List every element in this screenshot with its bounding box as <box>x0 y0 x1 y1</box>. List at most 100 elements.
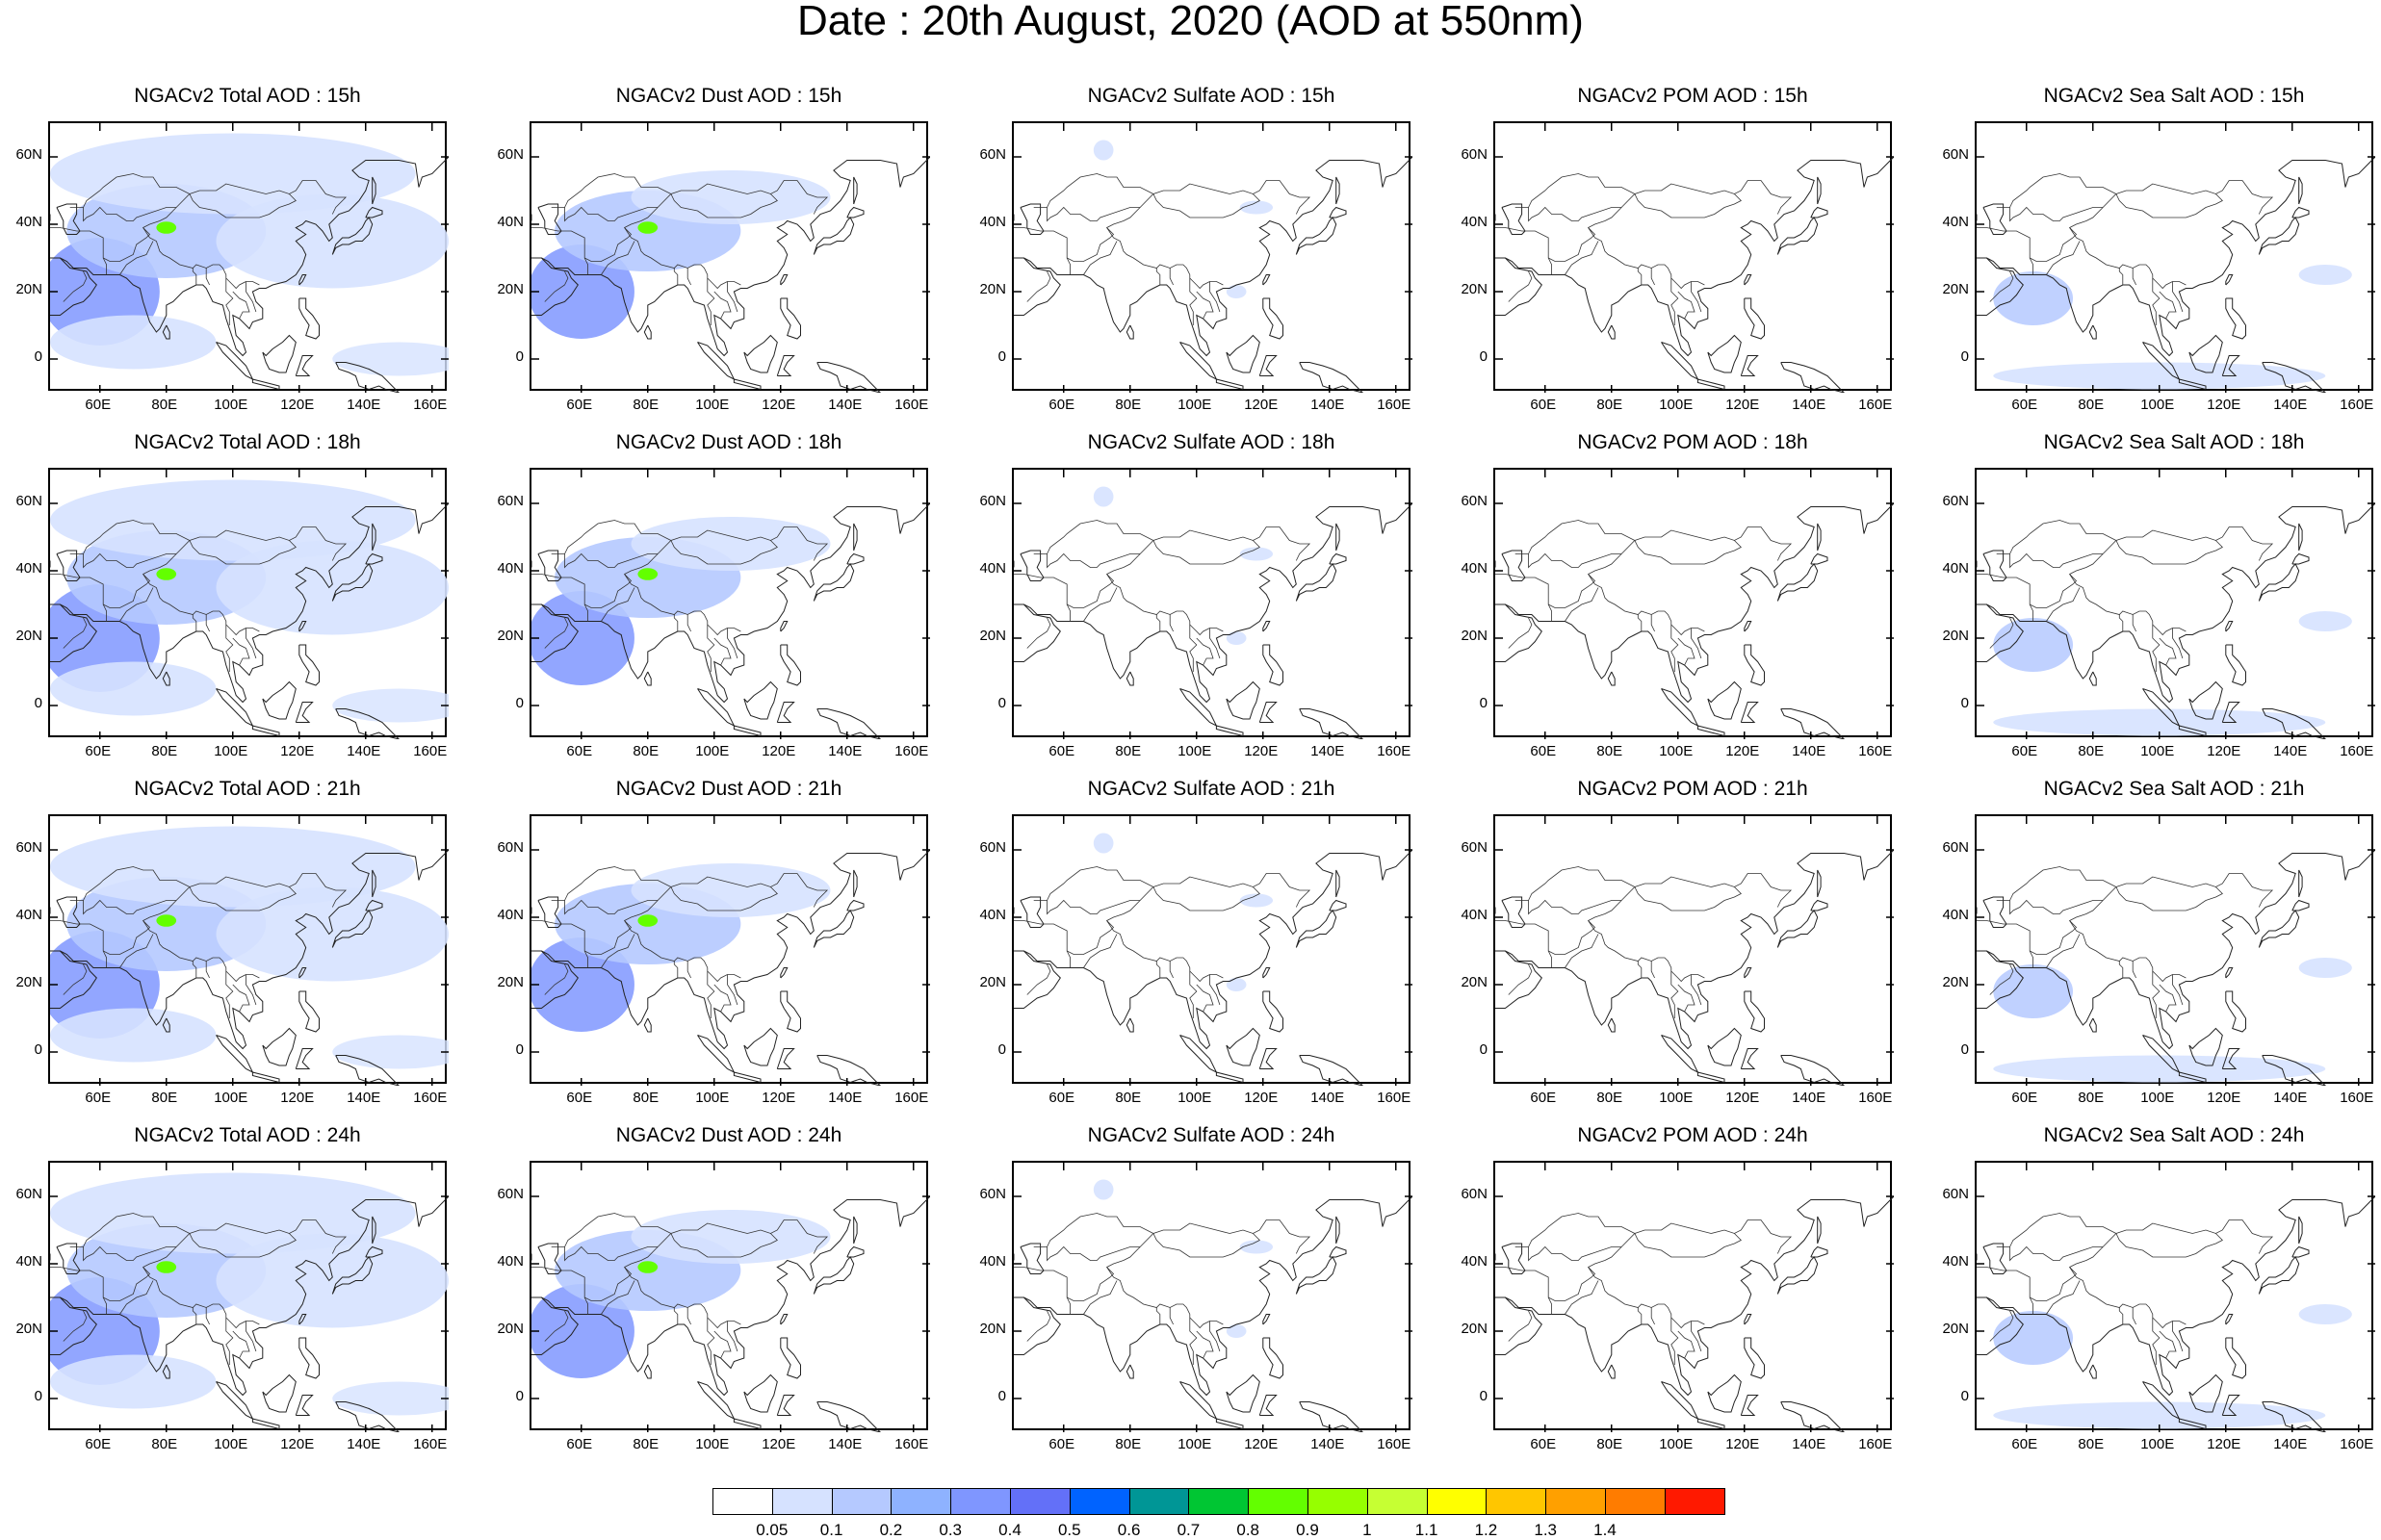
coastline <box>1501 896 1526 928</box>
panel-title: NGACv2 Sea Salt AOD : 15h <box>2043 85 2305 107</box>
coastline <box>298 297 320 340</box>
lat-label: 40N <box>1942 1253 1969 1270</box>
country-border <box>1495 873 1793 955</box>
lon-label: 80E <box>633 743 660 759</box>
lon-label: 60E <box>1048 743 1075 759</box>
lat-label: 60N <box>15 1186 42 1202</box>
coastline <box>1776 1256 1819 1295</box>
country-border <box>1677 984 1695 1013</box>
colorbar-swatch <box>1307 1488 1368 1515</box>
country-border <box>1637 268 1643 285</box>
coastline <box>1501 550 1526 581</box>
map-frame <box>1493 1161 1894 1432</box>
map-frame <box>1975 814 2375 1086</box>
country-border <box>707 971 715 1018</box>
colorbar-swatch <box>1248 1488 1308 1515</box>
country-border <box>1996 899 2104 915</box>
lon-label: 100E <box>695 1090 730 1106</box>
country-border <box>83 866 191 901</box>
country-border <box>2118 614 2124 631</box>
lat-label: 40N <box>1942 560 1969 577</box>
lon-label: 80E <box>151 743 178 759</box>
lon-label: 100E <box>214 1090 248 1106</box>
coastline <box>1810 1245 1828 1258</box>
lat-label: 0 <box>34 695 42 711</box>
colorbar-swatch <box>950 1488 1011 1515</box>
coastline <box>1299 362 1364 393</box>
colorbar-swatch <box>1545 1488 1606 1515</box>
coastline <box>1295 217 1337 255</box>
lon-label: 60E <box>2011 1436 2038 1452</box>
figure-title: Date : 20th August, 2020 (AOD at 550nm) <box>797 0 1584 44</box>
lat-label: 20N <box>1461 974 1488 990</box>
map-frame <box>48 121 449 393</box>
colorbar-swatch <box>1366 1488 1428 1515</box>
coastline <box>1696 1071 1725 1084</box>
country-border <box>583 603 588 622</box>
coastline <box>1262 1337 1283 1379</box>
lon-label: 140E <box>347 1090 381 1106</box>
aod-shading <box>1239 200 1274 215</box>
lon-label: 100E <box>2140 1090 2175 1106</box>
country-border <box>1066 257 1071 275</box>
country-border <box>1565 241 1599 275</box>
lon-label: 80E <box>151 1436 178 1452</box>
lat-label: 20N <box>1461 1321 1488 1337</box>
coastline <box>365 552 383 565</box>
aod-shading <box>2298 958 2352 978</box>
country-border <box>531 873 829 955</box>
coastline <box>2258 217 2300 255</box>
map-frame <box>1493 468 1894 739</box>
lon-label: 80E <box>151 1090 178 1106</box>
country-border <box>1495 1219 1793 1301</box>
country-border <box>1989 963 2014 995</box>
country-border <box>713 984 732 1013</box>
lon-label: 60E <box>85 743 112 759</box>
lon-label: 60E <box>85 397 112 413</box>
lat-label: 60N <box>1461 146 1488 163</box>
lon-label: 80E <box>1596 397 1623 413</box>
country-border <box>192 614 197 631</box>
coastline <box>295 702 314 723</box>
coastline <box>2142 342 2181 381</box>
colorbar-label: 0.3 <box>939 1521 962 1539</box>
coastline <box>1179 1035 1218 1074</box>
coastline <box>2178 725 2207 737</box>
lon-label: 80E <box>151 397 178 413</box>
lon-label: 80E <box>1596 1090 1623 1106</box>
map-frame <box>530 121 930 393</box>
lat-label: 0 <box>1960 348 1969 365</box>
coastline <box>1126 324 1134 340</box>
coastline <box>262 1027 297 1066</box>
coastline <box>298 644 320 686</box>
lat-label: 60N <box>1942 146 1969 163</box>
panel-title: NGACv2 POM AOD : 24h <box>1577 1124 1808 1146</box>
country-border <box>564 1213 672 1247</box>
lon-label: 140E <box>2273 397 2308 413</box>
aod-shading <box>1993 708 2326 736</box>
lon-label: 80E <box>2078 397 2105 413</box>
country-border <box>50 526 348 608</box>
coastline <box>1258 1048 1278 1069</box>
coastline <box>2298 1216 2303 1245</box>
aod-shading <box>631 517 831 571</box>
coastline <box>733 1071 762 1084</box>
country-border <box>2115 540 2223 565</box>
coastline <box>537 203 562 235</box>
country-border <box>624 920 741 983</box>
aod-shading <box>1993 964 2074 1018</box>
lon-label: 120E <box>762 1090 796 1106</box>
country-border <box>713 1330 732 1359</box>
colorbar-label: 0.1 <box>819 1521 843 1539</box>
country-border <box>707 278 715 325</box>
country-border <box>531 180 829 262</box>
aod-map <box>1014 470 1412 739</box>
panel-title: NGACv2 Total AOD : 21h <box>134 778 361 800</box>
lat-label: 0 <box>34 348 42 365</box>
country-border <box>2029 1296 2033 1315</box>
coastline <box>1776 563 1819 602</box>
coastline <box>537 550 562 581</box>
coastline <box>1780 708 1846 739</box>
aod-shading <box>1993 271 2074 325</box>
coastline <box>643 1364 652 1379</box>
